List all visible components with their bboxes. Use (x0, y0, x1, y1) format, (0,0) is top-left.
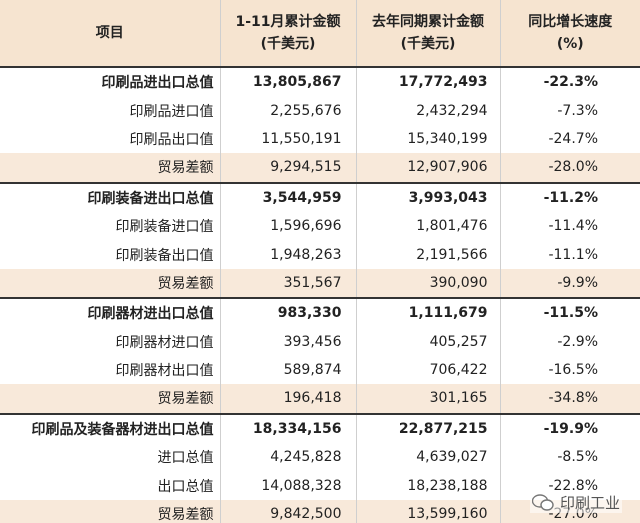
row-label: 贸易差额 (0, 153, 220, 184)
header-line: 同比增长速度 (528, 14, 613, 30)
row-label: 印刷器材进出口总值 (87, 306, 214, 323)
wechat-icon (531, 493, 554, 511)
cell-value: 13,599,160 (355, 499, 500, 523)
table-row: 印刷装备进口值 1,596,696 1,801,476 -11.4% (0, 211, 640, 241)
header-cell: 项目 (0, 0, 220, 68)
watermark-text: 印刷工业 (559, 494, 620, 512)
row-label: 贸易差额 (0, 499, 220, 523)
cell-value: 390,090 (355, 268, 500, 300)
row-label: 印刷装备进口值 (115, 219, 214, 236)
cell-value: 3,544,959 (219, 182, 356, 212)
header-cell: 1-11月累计金额 (千美元) (219, 0, 356, 68)
table-row: 印刷品进出口总值 13,805,867 17,772,493 -22.3% (0, 67, 640, 97)
row-label: 印刷品进出口总值 (101, 75, 214, 92)
cell-value: 2,255,676 (219, 96, 356, 125)
header-line: 去年同期累计金额 (372, 14, 484, 30)
cell-value: 18,334,156 (219, 413, 356, 444)
header-row: 项目 1-11月累计金额 (千美元) 去年同期累计金额 (千美元) 同比增长速度 (%) (0, 0, 640, 68)
cell-value: 351,567 (219, 268, 356, 300)
header-line: 项目 (95, 25, 124, 41)
header-line: (千美元) (400, 36, 456, 52)
cell-value: 405,257 (355, 327, 500, 356)
table-row: 印刷装备出口值 1,948,263 2,191,566 -11.1% (0, 240, 640, 269)
cell-value: 18,238,188 (355, 471, 500, 500)
cell-value: -11.1% (499, 240, 640, 269)
cell-value: 706,422 (355, 355, 500, 385)
cell-value: 301,165 (355, 384, 500, 415)
cell-value: -34.8% (499, 384, 640, 415)
header-line: 1-11月累计金额 (235, 14, 341, 30)
row-label: 印刷装备出口值 (115, 247, 214, 264)
cell-value: 393,456 (219, 327, 356, 356)
cell-value: 4,245,828 (219, 443, 356, 472)
table-row: 印刷器材进口值 393,456 405,257 -2.9% (0, 327, 640, 356)
cell-value: 2,191,566 (355, 240, 500, 269)
table-row: 印刷品出口值 11,550,191 15,340,199 -24.7% (0, 124, 640, 154)
table-row: 印刷装备进出口总值 3,544,959 3,993,043 -11.2% (0, 182, 640, 212)
cell-value: 1,948,263 (219, 240, 356, 269)
cell-value: -2.9% (499, 327, 640, 356)
cell-value: -28.0% (499, 153, 640, 184)
row-label: 印刷品进口值 (129, 103, 214, 120)
header-cell: 同比增长速度 (%) (499, 0, 640, 68)
cell-value: 196,418 (219, 384, 356, 415)
row-label: 印刷器材进口值 (115, 334, 214, 351)
watermark: 印刷工业 (529, 492, 622, 513)
table-row: 印刷品进口值 2,255,676 2,432,294 -7.3% (0, 96, 640, 125)
row-label: 贸易差额 (0, 384, 220, 415)
cell-value: 11,550,191 (219, 124, 356, 154)
table-row: 印刷器材出口值 589,874 706,422 -16.5% (0, 355, 640, 385)
cell-value: -11.4% (499, 211, 640, 241)
cell-value: 9,842,500 (219, 499, 356, 523)
header-cell: 去年同期累计金额 (千美元) (355, 0, 500, 68)
cell-value: 15,340,199 (355, 124, 500, 154)
row-label: 印刷品出口值 (129, 131, 214, 148)
cell-value: 4,639,027 (355, 443, 500, 472)
cell-value: -22.3% (499, 67, 640, 97)
cell-value: -24.7% (499, 124, 640, 154)
cell-value: 1,596,696 (219, 211, 356, 241)
cell-value: 983,330 (219, 298, 356, 328)
row-label: 印刷器材出口值 (115, 363, 214, 380)
cell-value: 12,907,906 (355, 153, 500, 184)
cell-value: -9.9% (499, 268, 640, 300)
cell-value: -11.2% (499, 182, 640, 212)
table-row: 贸易差额 351,567 390,090 -9.9% (0, 268, 640, 300)
cell-value: 2,432,294 (355, 96, 500, 125)
cell-value: -19.9% (499, 413, 640, 444)
cell-value: -11.5% (499, 298, 640, 328)
table-row: 贸易差额 196,418 301,165 -34.8% (0, 384, 640, 415)
row-label: 印刷品及装备器材进出口总值 (31, 421, 214, 438)
header-line: (%) (556, 36, 584, 52)
cell-value: 1,801,476 (355, 211, 500, 241)
cell-value: 1,111,679 (355, 298, 500, 328)
row-label: 印刷装备进出口总值 (87, 190, 214, 207)
cell-value: -8.5% (499, 443, 640, 472)
table-row: 印刷品及装备器材进出口总值 18,334,156 22,877,215 -19.9% (0, 413, 640, 444)
header-line: (千美元) (260, 36, 316, 52)
cell-value: 589,874 (219, 355, 356, 385)
row-label: 进口总值 (157, 450, 214, 467)
table-row: 贸易差额 9,294,515 12,907,906 -28.0% (0, 153, 640, 184)
row-label: 出口总值 (157, 478, 214, 495)
row-label: 贸易差额 (0, 268, 220, 300)
cell-value: 17,772,493 (355, 67, 500, 97)
cell-value: -7.3% (499, 96, 640, 125)
cell-value: 22,877,215 (355, 413, 500, 444)
cell-value: 13,805,867 (219, 67, 356, 97)
table-row: 进口总值 4,245,828 4,639,027 -8.5% (0, 443, 640, 472)
cell-value: 14,088,328 (219, 471, 356, 500)
cell-value: 3,993,043 (355, 182, 500, 212)
cell-value: -16.5% (499, 355, 640, 385)
cell-value: 9,294,515 (219, 153, 356, 184)
table-row: 印刷器材进出口总值 983,330 1,111,679 -11.5% (0, 298, 640, 328)
